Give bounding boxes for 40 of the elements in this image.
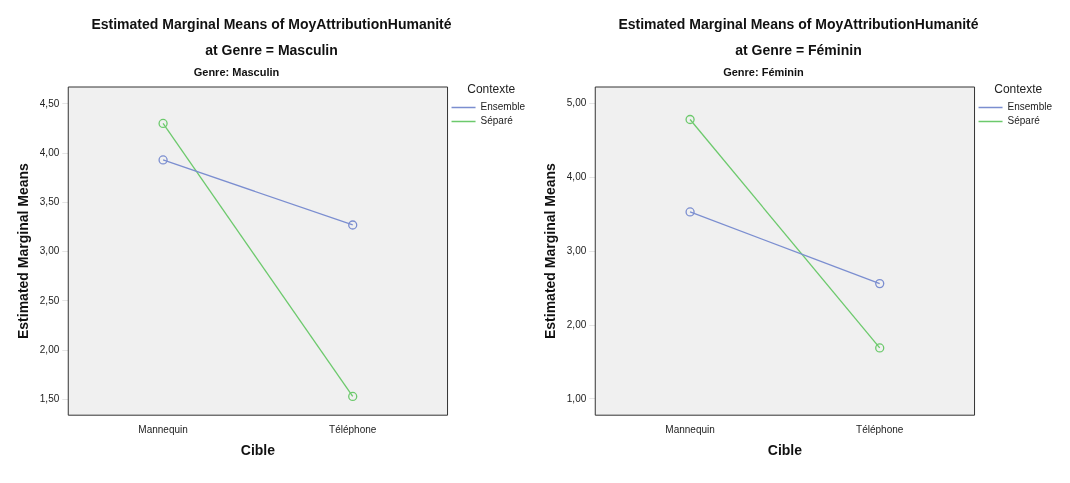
y-tick-label: 4,00 [566,170,587,182]
y-tick-label: 1,00 [566,392,587,404]
y-tick-label: 1,50 [39,393,60,405]
y-tick-label: 3,50 [39,196,60,208]
point [685,114,695,125]
point [158,155,168,165]
y-tick-label: 5,00 [566,97,587,109]
point [348,220,358,230]
y-tick-label: 4,50 [39,97,60,109]
chart-title: Estimated Marginal Means of MoyAttributionHumanité [90,16,453,32]
x-tick-label: Mannequin [138,423,188,435]
x-tick-label: Téléphone [329,423,377,435]
text: Genre: Masculin [192,66,281,78]
y-tick-label: 2,00 [39,343,60,355]
legend-title: Contexte [994,82,1043,97]
point [875,343,885,353]
chart-subtitle: at Genre = Féminin [734,42,863,58]
legend-label: Ensemble [1007,101,1053,113]
y-tick-label: 2,00 [566,318,587,330]
y-tick-label: 3,00 [39,245,60,257]
y-tick-label: 4,00 [39,146,60,158]
x-tick-label: Téléphone [856,423,904,435]
y-tick-label: 3,00 [566,244,587,256]
x-axis-title: Cible [767,442,803,459]
legend-label: Ensemble [480,101,526,113]
x-tick-label: Mannequin [665,423,715,435]
chart-title: Estimated Marginal Means of MoyAttributionHumanité [617,16,980,32]
y-axis-title: Estimated Marginal Means [15,162,32,340]
point [875,278,885,289]
chart-subtitle: at Genre = Masculin [204,42,339,58]
y-axis-title: Estimated Marginal Means [542,162,559,340]
point [348,391,358,402]
legend-label: Séparé [480,115,514,127]
x-axis-title: Cible [240,442,276,459]
point [158,118,168,129]
legend-label: Séparé [1007,115,1041,127]
point [685,207,695,217]
legend-title: Contexte [467,82,516,97]
text: Genre: Féminin [722,66,805,78]
y-tick-label: 2,50 [39,294,60,306]
